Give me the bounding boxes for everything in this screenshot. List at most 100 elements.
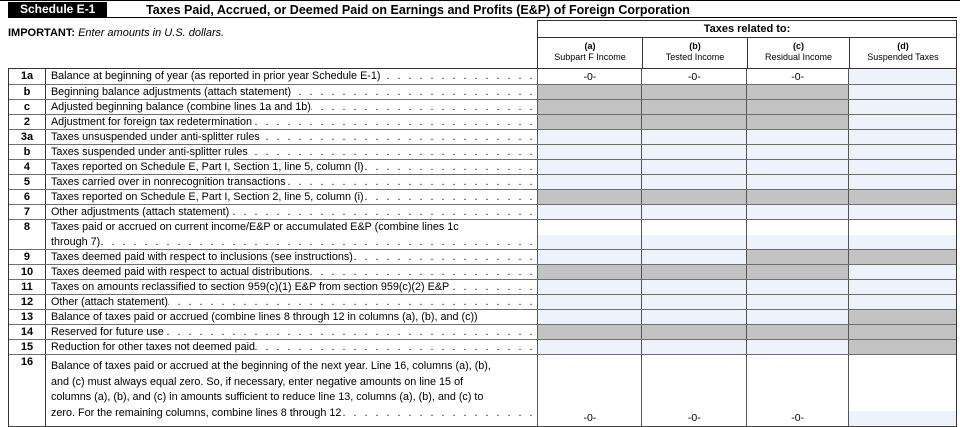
column-label: Residual Income [764, 52, 833, 62]
amount-cell-c[interactable] [746, 220, 849, 249]
line-description: Adjusted beginning balance (combine line… [46, 100, 537, 114]
amount-cell-c[interactable] [746, 175, 849, 189]
amount-input-field[interactable] [642, 235, 747, 249]
dot-leader: . . . . . . . . . . . . . . . . . . . . … [248, 146, 533, 158]
amount-cell-d[interactable] [848, 145, 957, 159]
amount-cell-c: -0- [746, 355, 849, 426]
amount-cell-d[interactable] [848, 100, 957, 114]
amount-cell-b [641, 100, 747, 114]
amount-cell-d[interactable] [848, 265, 957, 279]
amount-cell-a[interactable] [537, 280, 642, 294]
amount-cell-d[interactable] [848, 295, 957, 309]
amount-input-field[interactable] [747, 235, 849, 249]
amount-cell-c[interactable] [746, 160, 849, 174]
amount-cell-b[interactable] [641, 280, 747, 294]
line-number: 16 [9, 355, 46, 426]
amount-cell-a[interactable] [537, 130, 642, 144]
table-row-5: 5 Taxes carried over in nonrecognition tr… [9, 174, 957, 189]
dot-leader: . . . . . . . . . . . . . . . . . . . . … [100, 236, 533, 248]
top-divider [0, 0, 960, 1]
line-description-text: zero. For the remaining columns, combine… [50, 406, 342, 419]
amount-input-field[interactable] [849, 411, 957, 426]
amount-cell-a[interactable] [537, 175, 642, 189]
amount-cell-c [746, 115, 849, 129]
amount-cell-b[interactable] [641, 205, 747, 219]
amount-cell-b[interactable] [641, 295, 747, 309]
amount-cell-b[interactable] [641, 220, 747, 249]
amount-cell-b [641, 265, 747, 279]
column-label: Subpart F Income [554, 52, 626, 62]
amount-cell-a[interactable] [537, 145, 642, 159]
line-description: Balance of taxes paid or accrued at the … [46, 355, 537, 426]
table-row-8: 8 Taxes paid or accrued on current income… [9, 219, 957, 249]
schedule-table: 1a Balance at beginning of year (as repor… [8, 68, 957, 427]
line-description: Taxes on amounts reclassified to section… [46, 280, 537, 294]
amount-cell-c[interactable] [746, 280, 849, 294]
table-row-15: 15 Reduction for other taxes not deemed p… [9, 339, 957, 354]
column-header-c: (c) Residual Income [747, 38, 849, 70]
amount-cell-d[interactable] [848, 130, 957, 144]
amount-cell-a[interactable] [537, 220, 642, 249]
amount-cell-c[interactable] [746, 145, 849, 159]
amount-cell-a[interactable] [537, 340, 642, 354]
amount-cell-c[interactable] [746, 295, 849, 309]
amount-cell-c [746, 100, 849, 114]
column-letters-row: (a) Subpart F Income (b) Tested Income (… [538, 38, 956, 70]
amount-cell-a[interactable] [537, 205, 642, 219]
line-description-text: Taxes on amounts reclassified to section… [50, 281, 450, 293]
amount-cell-c[interactable] [746, 340, 849, 354]
taxes-related-to-label: Taxes related to: [538, 21, 956, 38]
amount-input-field[interactable] [538, 235, 642, 249]
column-header-d: (d) Suspended Taxes [849, 38, 956, 70]
amount-cell-b[interactable] [641, 310, 747, 324]
amount-cell-a[interactable] [537, 160, 642, 174]
column-header-group: Taxes related to: (a) Subpart F Income (… [537, 20, 957, 70]
line-description: Taxes deemed paid with respect to inclus… [46, 250, 537, 264]
amount-cell-d[interactable] [848, 280, 957, 294]
line-number: 6 [9, 190, 46, 204]
dot-leader: . . . . . . . . . . . . . . . . . . . . … [252, 116, 533, 128]
amount-cell-a [537, 85, 642, 99]
dot-leader: . . . . . . . . . . . . . . . . . . . . … [364, 191, 533, 203]
amount-cell-a[interactable] [537, 310, 642, 324]
amount-cell-b[interactable] [641, 160, 747, 174]
amount-cell-d[interactable] [848, 175, 957, 189]
amount-cell-a[interactable] [537, 250, 642, 264]
amount-cell-b[interactable] [641, 250, 747, 264]
amount-cell-d[interactable] [848, 160, 957, 174]
amount-cell-b[interactable] [641, 175, 747, 189]
amount-cell-b[interactable] [641, 130, 747, 144]
column-label: Suspended Taxes [867, 52, 939, 62]
preprinted-zero: -0- [791, 412, 805, 424]
amount-cell-d[interactable] [848, 69, 957, 84]
column-letter: (a) [584, 41, 596, 51]
line-description: Balance at beginning of year (as reporte… [46, 69, 537, 84]
amount-cell-d[interactable] [848, 115, 957, 129]
amount-cell-b [641, 85, 747, 99]
line-number: 8 [9, 220, 46, 249]
amount-cell-b[interactable] [641, 340, 747, 354]
amount-cell-d [848, 325, 957, 339]
line-description: Taxes carried over in nonrecognition tra… [46, 175, 537, 189]
table-row-16: 16 Balance of taxes paid or accrued at th… [9, 354, 957, 426]
amount-cell-d[interactable] [848, 205, 957, 219]
amount-cell-d[interactable] [848, 85, 957, 99]
line-number: b [9, 145, 46, 159]
amount-cell-b: -0- [641, 69, 747, 84]
title-underline [8, 17, 957, 18]
amount-cell-d[interactable] [848, 220, 957, 249]
amount-cell-a[interactable] [537, 295, 642, 309]
amount-input-field[interactable] [849, 235, 957, 249]
amount-cell-d[interactable] [848, 355, 957, 426]
amount-cell-b[interactable] [641, 145, 747, 159]
amount-cell-c[interactable] [746, 205, 849, 219]
line-number: 1a [9, 69, 46, 84]
amount-cell-b [641, 325, 747, 339]
line-description-text: Taxes paid or accrued on current income/… [50, 221, 459, 233]
amount-cell-c[interactable] [746, 310, 849, 324]
amount-cell-c[interactable] [746, 130, 849, 144]
line-number: 14 [9, 325, 46, 339]
line-description-text: Beginning balance adjustments (attach st… [50, 86, 292, 98]
line-description-text: Balance of taxes paid or accrued at the … [50, 360, 491, 372]
table-row-4: 4 Taxes reported on Schedule E, Part I, S… [9, 159, 957, 174]
